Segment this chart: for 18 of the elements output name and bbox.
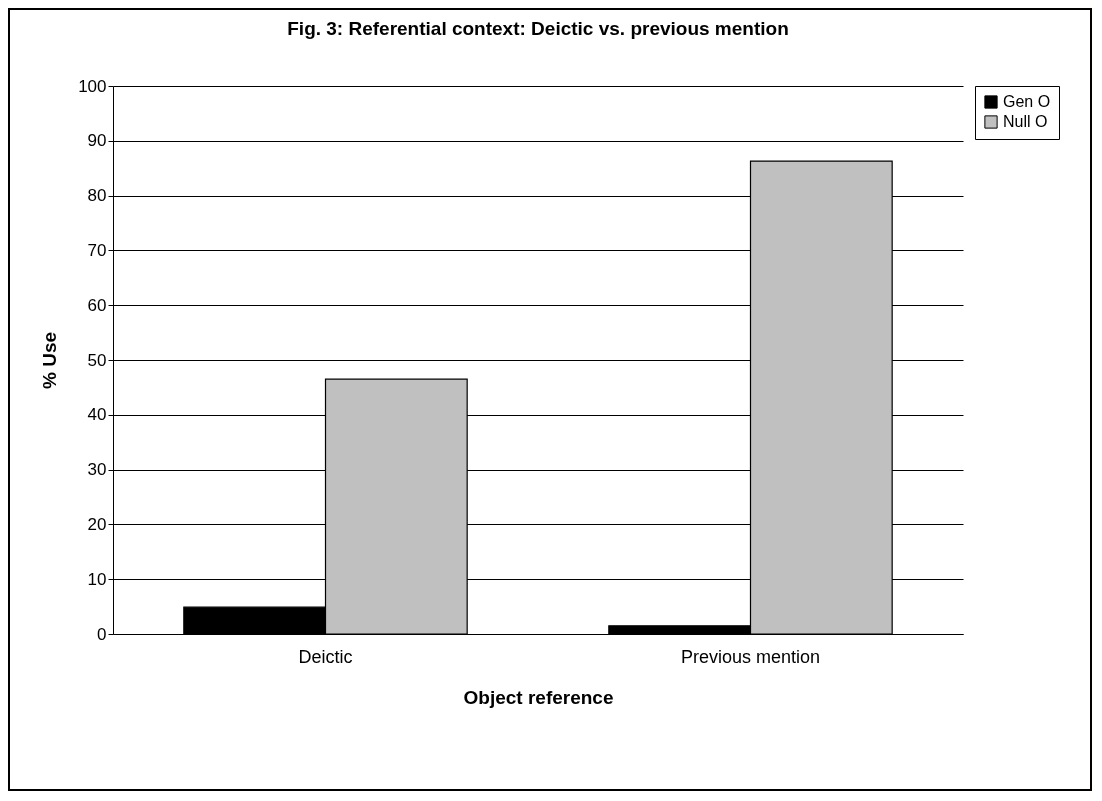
y-tick-label: 40 xyxy=(87,405,107,425)
chart-title: Fig. 3: Referential context: Deictic vs. previous mention xyxy=(287,18,789,39)
y-tick-label: 30 xyxy=(87,460,107,480)
y-tick-label: 20 xyxy=(87,514,107,534)
y-tick-label: 70 xyxy=(87,240,107,260)
y-tick-label: 10 xyxy=(87,569,107,589)
y-tick-label: 60 xyxy=(87,295,107,315)
x-axis-title: Object reference xyxy=(463,686,614,708)
x-tick-label: Previous mention xyxy=(680,646,821,667)
y-tick-label: 0 xyxy=(97,624,107,644)
y-tick-label: 80 xyxy=(87,186,107,206)
y-tick-label: 50 xyxy=(87,350,107,370)
x-tick-label: Deictic xyxy=(298,646,353,667)
legend-label: Null O xyxy=(1003,113,1048,130)
y-axis-title: % Use xyxy=(39,331,61,390)
y-tick-label: 90 xyxy=(87,131,107,151)
legend-label: Gen O xyxy=(1003,93,1051,110)
y-tick-label: 100 xyxy=(78,76,107,96)
